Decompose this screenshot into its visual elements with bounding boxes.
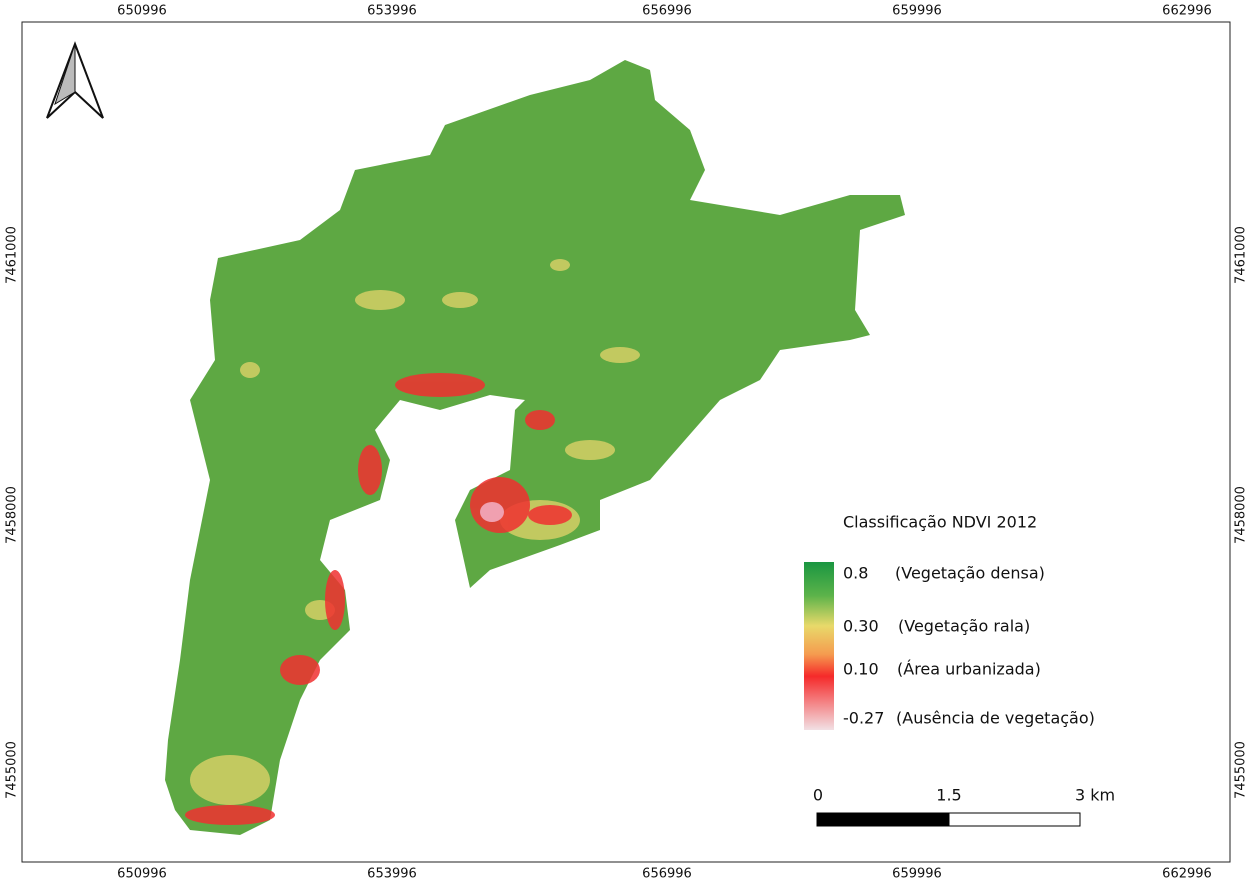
x-coord-bottom: 656996 (642, 867, 692, 882)
legend-value: 0.10 (843, 660, 879, 679)
x-coord-bottom: 653996 (367, 867, 417, 882)
legend-entries: 0.8 (Vegetação densa) 0.30 (Vegetação rala)… (843, 564, 1095, 728)
legend-value: 0.8 (843, 564, 868, 583)
x-coord-top: 656996 (642, 4, 692, 19)
y-coord-left: 7458000 (5, 486, 20, 544)
scale-bar-black (816, 812, 950, 827)
x-coord-bottom: 662996 (1162, 867, 1212, 882)
y-coord-right: 7461000 (1234, 226, 1249, 284)
x-coord-top: 653996 (367, 4, 417, 19)
scale-label: 0 (813, 786, 823, 805)
legend-label: (Ausência de vegetação) (896, 709, 1095, 728)
legend-label: (Área urbanizada) (897, 660, 1041, 679)
scale-label: 1.5 (936, 786, 961, 805)
scale-label: 3 km (1075, 786, 1115, 805)
scale-bar-labels: 0 1.5 3 km (813, 786, 1115, 805)
legend-ramp (804, 562, 834, 730)
x-coord-bottom: 650996 (117, 867, 167, 882)
legend-title: Classificação NDVI 2012 (843, 513, 1037, 532)
north-arrow (46, 41, 104, 119)
legend-value: 0.30 (843, 617, 879, 636)
x-coord-top: 662996 (1162, 4, 1212, 19)
bare-area (480, 502, 504, 522)
y-coord-left: 7461000 (5, 226, 20, 284)
scale-bar-white (948, 812, 1081, 827)
y-coord-left: 7455000 (5, 741, 20, 799)
x-coord-top: 650996 (117, 4, 167, 19)
x-coord-bottom: 659996 (892, 867, 942, 882)
legend-value: -0.27 (843, 709, 884, 728)
x-coord-top: 659996 (892, 4, 942, 19)
legend-label: (Vegetação densa) (895, 564, 1045, 583)
legend-label: (Vegetação rala) (898, 617, 1030, 636)
coordinate-labels: 650996 650996 653996 653996 656996 656996 6599… (5, 4, 1249, 882)
ndvi-raster (165, 60, 905, 835)
y-coord-right: 7455000 (1234, 741, 1249, 799)
y-coord-right: 7458000 (1234, 486, 1249, 544)
study-area (165, 60, 905, 835)
